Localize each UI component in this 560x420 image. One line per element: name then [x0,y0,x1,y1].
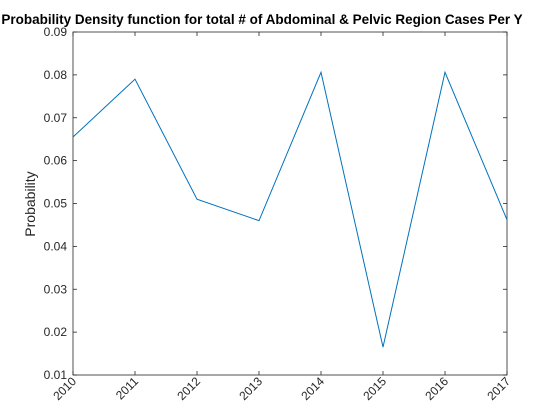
y-axis-label: Probability [22,171,38,236]
y-tick-label: 0.09 [44,25,68,39]
y-tick-label: 0.04 [44,239,68,253]
y-tick-label: 0.01 [44,368,68,382]
y-tick-label: 0.06 [44,154,68,168]
y-tick-label: 0.05 [44,197,68,211]
series-line [72,70,508,348]
y-tick-label: 0.03 [44,282,68,296]
y-tick-label: 0.08 [44,68,68,82]
y-tick-label: 0.02 [44,325,68,339]
plot-area: 0.010.020.030.040.050.060.070.080.092010… [44,25,514,403]
chart-title: Probability Density function for total #… [1,12,522,27]
y-tick-label: 0.07 [44,111,68,125]
